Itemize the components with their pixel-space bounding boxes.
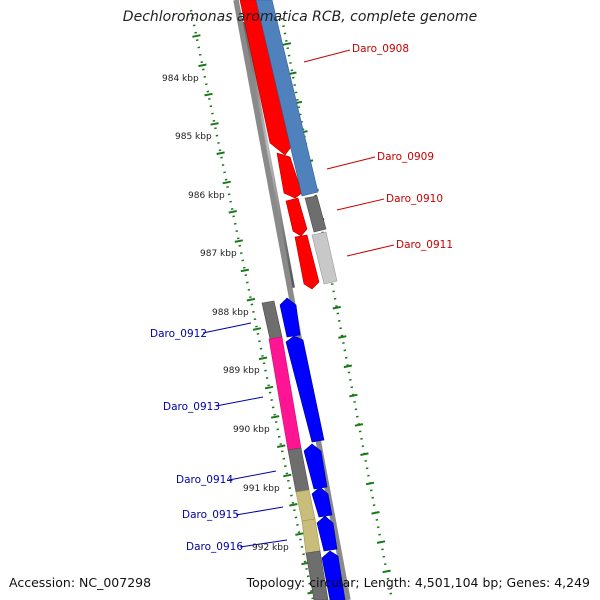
upper-cds-track	[255, 0, 338, 285]
gene-label-daro-0914[interactable]: Daro_0914	[176, 474, 233, 486]
outer-tick-mark	[354, 423, 364, 427]
gray-feature-1[interactable]	[304, 195, 327, 233]
genome-title: Dechloromonas aromatica RCB, complete ge…	[122, 9, 478, 25]
inner-tick-mark	[289, 503, 298, 507]
pointer-daro-0915	[235, 506, 284, 516]
accession-text: Accession: NC_007298	[9, 575, 152, 590]
inner-tick-mark	[270, 415, 280, 419]
red-feature-4[interactable]	[294, 234, 320, 290]
outer-tick-mark	[371, 511, 380, 515]
tick-labels: 984 kbp 985 kbp 986 kbp 987 kbp 988 kbp …	[162, 74, 289, 553]
red-feature-3[interactable]	[285, 197, 308, 237]
blue-feature-1[interactable]	[279, 297, 301, 338]
pointer-daro-0916	[239, 539, 288, 548]
pointer-daro-0908	[303, 49, 351, 63]
blue-feature-5[interactable]	[316, 515, 338, 552]
pointer-daro-0912	[202, 322, 252, 334]
outer-tick-mark	[382, 569, 391, 574]
pointer-daro-0914	[228, 470, 277, 481]
inner-dotted-rail	[189, 9, 315, 600]
tick-label-991: 991 kbp	[243, 484, 280, 494]
genome-summary-text: Topology: circular; Length: 4,501,104 bp…	[246, 575, 590, 590]
tick-label-984: 984 kbp	[162, 74, 199, 84]
gene-label-daro-0913[interactable]: Daro_0913	[163, 401, 220, 413]
outer-dotted-rail	[280, 17, 394, 600]
tick-label-986: 986 kbp	[188, 191, 225, 201]
red-feature-1[interactable]	[239, 0, 292, 156]
outer-tick-mark	[360, 452, 369, 456]
gene-label-daro-0910[interactable]: Daro_0910	[386, 193, 443, 205]
inner-tick-mark	[240, 268, 250, 273]
blue-feature-2[interactable]	[285, 335, 325, 443]
upper-red-track	[239, 0, 320, 290]
gene-label-daro-0912[interactable]: Daro_0912	[150, 328, 207, 340]
tick-label-987: 987 kbp	[200, 249, 237, 259]
gene-labels: Daro_0908 Daro_0909 Daro_0910 Daro_0911 …	[150, 43, 453, 553]
inner-tick-mark	[228, 210, 237, 214]
inner-tick-mark	[234, 239, 243, 243]
tick-label-992: 992 kbp	[252, 543, 289, 553]
outer-tick-mark	[282, 42, 292, 46]
gene-label-daro-0915[interactable]: Daro_0915	[182, 509, 239, 521]
inner-tick-mark	[222, 180, 231, 185]
outer-tick-mark	[332, 305, 341, 310]
tick-label-985: 985 kbp	[175, 132, 212, 142]
gene-label-daro-0911[interactable]: Daro_0911	[396, 239, 453, 251]
blue-feature-3[interactable]	[303, 443, 328, 490]
scale-rails	[189, 9, 394, 600]
outer-tick-mark	[376, 540, 386, 544]
outer-tick-mark	[365, 481, 375, 486]
inner-tick-mark	[210, 122, 219, 126]
red-feature-2[interactable]	[276, 152, 303, 199]
tick-label-988: 988 kbp	[212, 308, 249, 318]
gene-label-daro-0909[interactable]: Daro_0909	[377, 151, 434, 163]
gray-feature-4[interactable]	[305, 550, 329, 600]
inner-tick-mark	[277, 444, 286, 448]
outer-tick-mark	[338, 335, 347, 339]
lower-blue-track	[279, 297, 346, 600]
blue-feature-6[interactable]	[321, 550, 346, 600]
inner-tick-mark	[283, 473, 292, 478]
inner-tick-mark	[258, 356, 268, 361]
label-pointers	[202, 49, 395, 548]
pointer-daro-0911	[346, 244, 395, 257]
pointer-daro-0909	[326, 156, 376, 170]
gene-label-daro-0916[interactable]: Daro_0916	[186, 541, 243, 553]
tick-label-989: 989 kbp	[223, 366, 260, 376]
gene-label-daro-0908[interactable]: Daro_0908	[352, 43, 409, 55]
inner-tick-mark	[192, 34, 201, 38]
light-gray-feature-1[interactable]	[311, 231, 338, 285]
gray-feature-2[interactable]	[261, 300, 283, 340]
outer-tick-mark	[349, 393, 358, 398]
pointer-daro-0913	[215, 396, 264, 407]
inner-tick-mark	[246, 297, 256, 302]
blue-feature-4[interactable]	[311, 486, 333, 518]
pointer-daro-0910	[336, 198, 385, 211]
inner-tick-mark	[216, 151, 225, 155]
lower-cds-track	[261, 300, 329, 600]
inner-tick-mark	[198, 63, 207, 68]
inner-tick-mark	[264, 385, 274, 390]
outer-tick-mark	[343, 364, 353, 369]
inner-tick-mark	[204, 92, 213, 97]
inner-tick-mark	[295, 532, 304, 536]
tick-label-990: 990 kbp	[233, 425, 270, 435]
steel-feature-1[interactable]	[255, 0, 319, 197]
inner-tick-mark	[252, 327, 262, 331]
